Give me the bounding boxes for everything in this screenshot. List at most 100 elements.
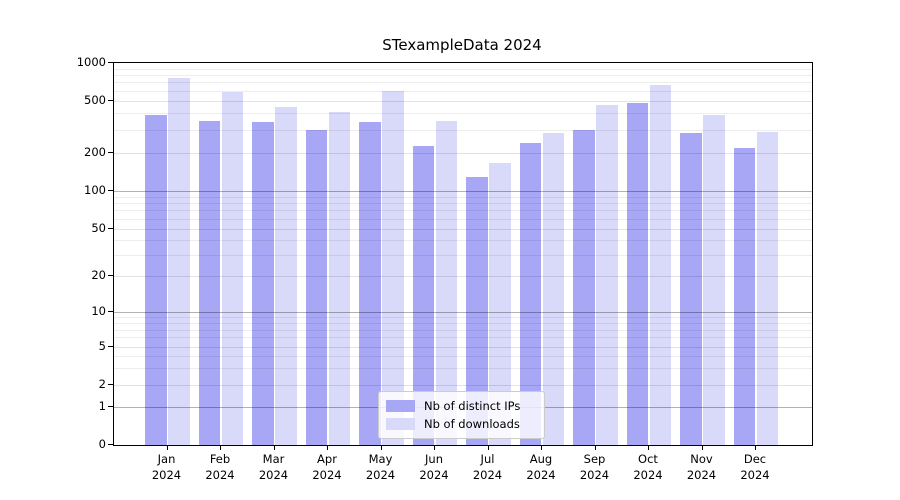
gridline — [114, 240, 812, 242]
y-tick-mark — [108, 151, 113, 153]
y-tick-mark — [108, 444, 113, 446]
x-tick-mark — [327, 445, 329, 450]
gridline — [114, 191, 812, 192]
gridline — [114, 82, 812, 84]
x-tick-label-jul: Jul 2024 — [458, 451, 518, 483]
bar-distinct-ips-aug — [519, 143, 542, 445]
gridline — [114, 384, 812, 386]
gridline — [114, 218, 812, 220]
x-tick-label-feb: Feb 2024 — [190, 451, 250, 483]
bar-downloads-oct — [649, 84, 672, 445]
y-tick-label: 1000 — [76, 55, 106, 69]
plot-area — [113, 62, 813, 446]
legend-label: Nb of downloads — [424, 417, 520, 431]
gridline — [114, 75, 812, 77]
bar-distinct-ips-feb — [198, 120, 221, 445]
y-tick-mark — [108, 99, 113, 101]
bar-distinct-ips-nov — [680, 133, 702, 445]
y-tick-label: 5 — [98, 338, 106, 353]
bar-distinct-ips-may — [359, 121, 381, 445]
gridline — [114, 329, 812, 331]
bar-downloads-dec — [756, 132, 779, 445]
gridline — [114, 68, 812, 70]
month-label: Oct — [638, 452, 658, 466]
x-tick-mark — [273, 445, 275, 450]
gridline — [114, 152, 812, 154]
legend-label: Nb of distinct IPs — [424, 399, 521, 413]
gridline — [114, 317, 812, 319]
gridline — [114, 346, 812, 348]
bar-downloads-jan — [168, 77, 190, 445]
gridline — [114, 337, 812, 339]
y-tick-mark — [108, 62, 113, 64]
y-tick-label: 500 — [84, 92, 106, 107]
x-tick-mark — [220, 445, 222, 450]
x-tick-label-jan: Jan 2024 — [137, 451, 197, 483]
bar-downloads-apr — [328, 111, 351, 445]
year-label: 2024 — [312, 468, 342, 482]
y-tick-label: 200 — [84, 144, 106, 159]
gridline — [114, 196, 812, 198]
y-tick-label: 2 — [98, 376, 106, 391]
gridline — [114, 113, 812, 115]
year-label: 2024 — [365, 468, 396, 482]
year-label: 2024 — [472, 468, 503, 482]
gridline — [114, 355, 812, 357]
legend-item: Nb of downloads — [386, 415, 538, 433]
y-tick-mark — [108, 311, 113, 313]
month-label: Sep — [583, 452, 606, 466]
year-label: 2024 — [686, 468, 717, 482]
year-label: 2024 — [526, 468, 556, 482]
y-tick-label: 0 — [98, 437, 106, 451]
gridline — [114, 129, 812, 131]
y-tick-label: 100 — [84, 183, 106, 197]
bar-distinct-ips-sep — [573, 129, 595, 445]
year-label: 2024 — [151, 468, 182, 482]
x-tick-mark — [541, 445, 543, 450]
x-tick-label-dec: Dec 2024 — [725, 451, 785, 483]
month-label: Feb — [209, 452, 231, 466]
y-tick-mark — [108, 406, 113, 408]
bar-distinct-ips-jul — [466, 177, 488, 445]
month-label: Apr — [317, 452, 337, 466]
x-tick-mark — [648, 445, 650, 450]
month-label: Dec — [743, 452, 767, 466]
gridline — [114, 203, 812, 205]
x-tick-label-sep: Sep 2024 — [565, 451, 625, 483]
month-label: Aug — [529, 452, 553, 466]
y-tick-mark — [108, 275, 113, 277]
bar-distinct-ips-dec — [733, 148, 756, 445]
bar-downloads-mar — [275, 106, 297, 445]
bar-downloads-aug — [542, 133, 565, 445]
gridline — [114, 228, 812, 230]
legend-item: Nb of distinct IPs — [386, 397, 538, 415]
gridline — [114, 276, 812, 277]
y-tick-mark — [108, 227, 113, 229]
x-tick-mark — [755, 445, 757, 450]
x-tick-label-mar: Mar 2024 — [244, 451, 304, 483]
month-label: May — [368, 452, 393, 466]
bar-downloads-jun — [435, 120, 458, 445]
year-label: 2024 — [419, 468, 449, 482]
month-label: Jul — [480, 452, 495, 466]
x-tick-mark — [701, 445, 703, 450]
bar-distinct-ips-mar — [252, 121, 274, 445]
gridline — [114, 323, 812, 325]
bar-downloads-nov — [703, 115, 725, 445]
gridline — [114, 90, 812, 92]
year-label: 2024 — [579, 468, 610, 482]
y-tick-mark — [108, 345, 113, 347]
y-tick-label: 50 — [91, 220, 106, 235]
legend-swatch-icon — [386, 400, 415, 412]
bar-downloads-feb — [221, 91, 244, 445]
year-label: 2024 — [205, 468, 235, 482]
x-tick-mark — [166, 445, 168, 450]
x-tick-label-jun: Jun 2024 — [404, 451, 464, 483]
y-tick-mark — [108, 190, 113, 192]
x-tick-mark — [380, 445, 382, 450]
bar-distinct-ips-jan — [145, 115, 167, 445]
bar-downloads-sep — [596, 105, 618, 445]
bar-distinct-ips-jun — [412, 145, 435, 445]
y-tick-label: 1 — [98, 399, 106, 413]
